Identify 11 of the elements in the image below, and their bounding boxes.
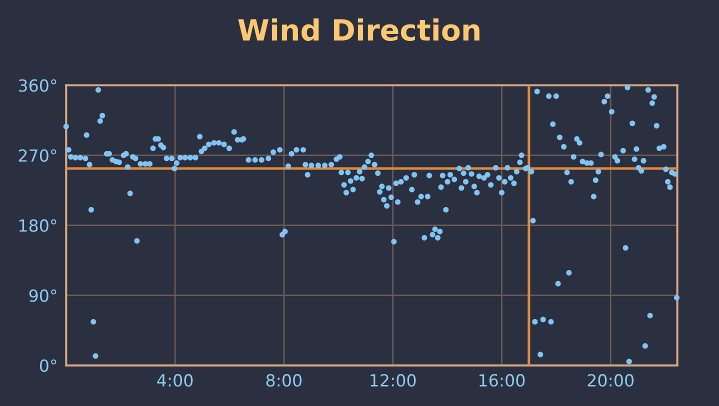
x-tick-label: 20:00	[588, 374, 634, 387]
x-tick-label: 12:00	[370, 374, 416, 387]
chart-title: Wind Direction	[238, 18, 480, 41]
y-tick-label: 0°	[40, 359, 56, 372]
x-tick-label: 4:00	[157, 374, 193, 387]
y-tick-label: 90°	[29, 289, 56, 302]
y-tick-label: 360°	[18, 79, 56, 92]
x-tick-label: 8:00	[266, 374, 302, 387]
y-tick-label: 180°	[20, 219, 56, 232]
y-tick-label: 270°	[18, 149, 56, 162]
x-tick-label: 16:00	[480, 374, 525, 387]
